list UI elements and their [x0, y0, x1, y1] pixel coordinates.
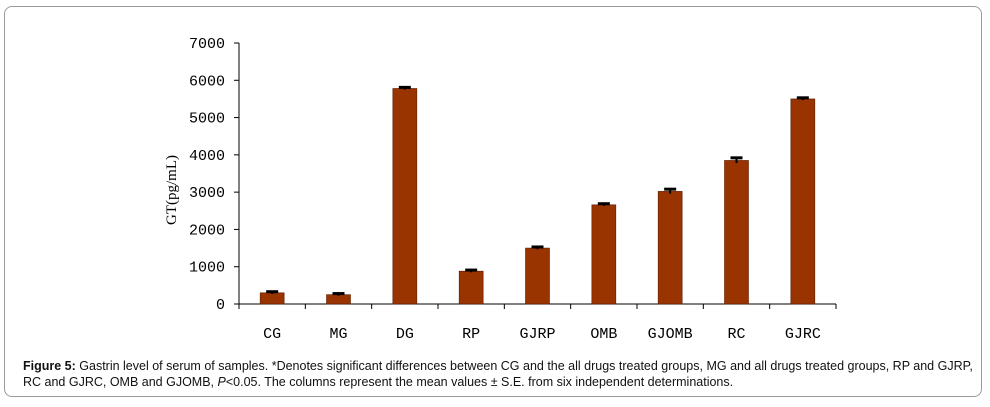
bar — [724, 160, 749, 305]
caption-text: Gastrin level of serum of samples. *Deno… — [23, 359, 973, 389]
x-tick-label: OMB — [590, 326, 617, 343]
bar — [458, 270, 484, 305]
x-tick-label: RC — [727, 326, 745, 343]
x-tick-label: RP — [462, 326, 480, 343]
y-tick-label: 1000 — [189, 260, 225, 277]
y-tick-label: 0 — [216, 297, 225, 314]
bars — [259, 88, 816, 305]
error-bars — [266, 85, 809, 296]
error-bar-cap — [730, 156, 743, 160]
error-bar-cap — [332, 292, 345, 296]
bar — [790, 98, 816, 305]
x-tick-label: GJRP — [519, 326, 555, 343]
y-tick-label: 6000 — [189, 73, 225, 90]
bar — [326, 294, 351, 305]
bar — [657, 191, 683, 305]
bar — [591, 204, 617, 305]
error-bar-cap — [465, 268, 478, 272]
caption-p-symbol: P — [217, 375, 226, 389]
error-bar-cap — [664, 187, 677, 191]
x-axis: CG MG DG RP GJRP OMB GJOMB RC GJRC — [238, 303, 837, 343]
x-tick-label: MG — [329, 326, 347, 343]
x-tick-label: DG — [396, 326, 414, 343]
y-tick-label: 3000 — [189, 185, 225, 202]
x-tick-label: GJOMB — [648, 326, 693, 343]
error-bar-cap — [266, 290, 279, 294]
caption-text-end: <0.05. The columns represent the mean va… — [225, 375, 734, 389]
y-tick-label: 2000 — [189, 222, 225, 239]
bar — [259, 292, 285, 305]
x-tick-label: CG — [263, 326, 281, 343]
error-bar-cap — [398, 85, 411, 89]
y-axis: 0 1000 2000 3000 4000 5000 6000 7000 — [189, 36, 240, 314]
bar — [392, 88, 418, 305]
error-bar-cap — [597, 202, 610, 206]
caption-label: Figure 5: — [23, 359, 76, 373]
bar — [525, 247, 550, 305]
figure-caption: Figure 5: Gastrin level of serum of samp… — [23, 358, 978, 390]
x-tick-label: GJRC — [785, 326, 821, 343]
figure-frame — [4, 6, 982, 397]
y-tick-label: 5000 — [189, 111, 225, 128]
y-tick-label: 4000 — [189, 148, 225, 165]
error-bar-cap — [531, 245, 544, 249]
y-tick-label: 7000 — [189, 36, 225, 53]
y-axis-title: GT(pg/mL) — [164, 155, 180, 225]
error-bar-cap — [796, 96, 809, 100]
